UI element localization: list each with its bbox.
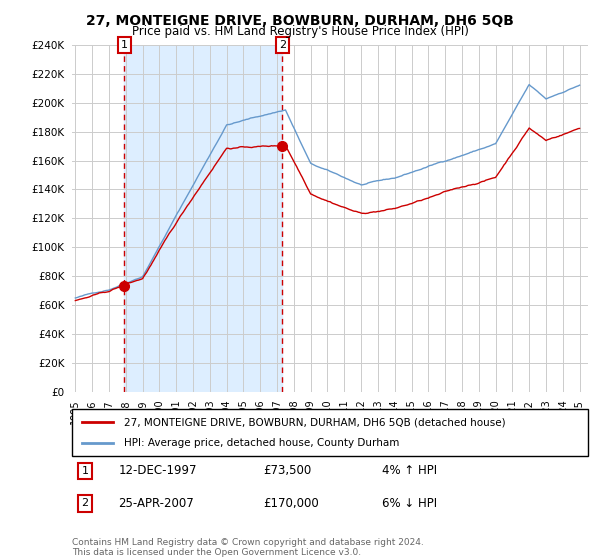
Text: 27, MONTEIGNE DRIVE, BOWBURN, DURHAM, DH6 5QB (detached house): 27, MONTEIGNE DRIVE, BOWBURN, DURHAM, DH…	[124, 417, 505, 427]
Text: Contains HM Land Registry data © Crown copyright and database right 2024.
This d: Contains HM Land Registry data © Crown c…	[72, 538, 424, 557]
Text: 2: 2	[82, 498, 88, 508]
Text: HPI: Average price, detached house, County Durham: HPI: Average price, detached house, Coun…	[124, 438, 399, 448]
FancyBboxPatch shape	[72, 409, 588, 456]
Text: 1: 1	[82, 466, 88, 476]
Text: 4% ↑ HPI: 4% ↑ HPI	[382, 464, 437, 478]
Text: Price paid vs. HM Land Registry's House Price Index (HPI): Price paid vs. HM Land Registry's House …	[131, 25, 469, 38]
Text: £170,000: £170,000	[263, 497, 319, 510]
Bar	[124, 45, 282, 392]
Text: 6% ↓ HPI: 6% ↓ HPI	[382, 497, 437, 510]
Text: £73,500: £73,500	[263, 464, 311, 478]
Text: 2: 2	[279, 40, 286, 50]
Text: 27, MONTEIGNE DRIVE, BOWBURN, DURHAM, DH6 5QB: 27, MONTEIGNE DRIVE, BOWBURN, DURHAM, DH…	[86, 14, 514, 28]
Text: 1: 1	[121, 40, 128, 50]
Text: 25-APR-2007: 25-APR-2007	[118, 497, 194, 510]
Text: 12-DEC-1997: 12-DEC-1997	[118, 464, 197, 478]
